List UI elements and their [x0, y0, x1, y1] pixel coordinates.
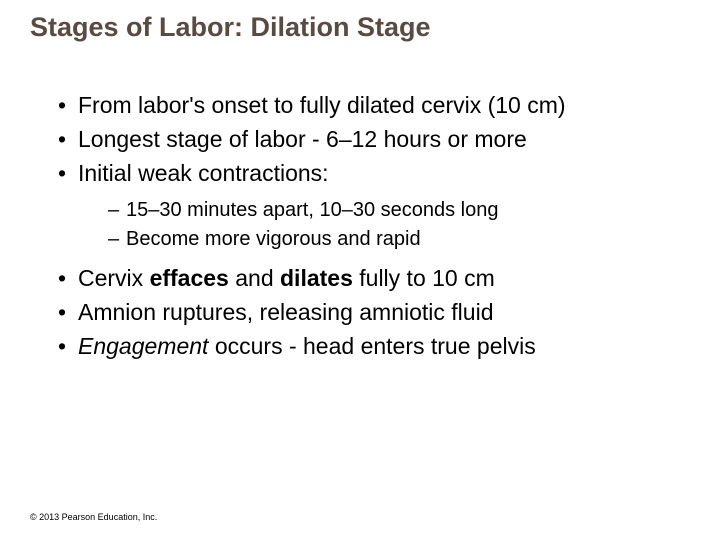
bullet-text-bold: effaces [150, 265, 229, 291]
bullet-item: Longest stage of labor - 6–12 hours or m… [58, 123, 690, 155]
bullet-text-part: Cervix [78, 265, 150, 291]
bullet-item: Engagement occurs - head enters true pel… [58, 330, 690, 362]
bullet-text-part: and [229, 265, 280, 291]
bullet-text-part: occurs - head enters true pelvis [208, 333, 535, 359]
slide-title: Stages of Labor: Dilation Stage [30, 12, 690, 43]
bullet-list-level1: From labor's onset to fully dilated cerv… [42, 89, 690, 362]
copyright-notice: © 2013 Pearson Education, Inc. [30, 512, 157, 522]
bullet-text-part: fully to 10 cm [353, 265, 495, 291]
bullet-item: Initial weak contractions: 15–30 minutes… [58, 157, 690, 253]
content-area: From labor's onset to fully dilated cerv… [30, 89, 690, 362]
bullet-item: From labor's onset to fully dilated cerv… [58, 89, 690, 121]
bullet-item: Cervix effaces and dilates fully to 10 c… [58, 262, 690, 294]
bullet-text: Initial weak contractions: [78, 160, 329, 186]
bullet-list-level2: 15–30 minutes apart, 10–30 seconds long … [78, 196, 690, 254]
bullet-item: Amnion ruptures, releasing amniotic flui… [58, 296, 690, 328]
sub-bullet-item: 15–30 minutes apart, 10–30 seconds long [108, 196, 690, 225]
bullet-text-italic: Engagement [78, 333, 208, 359]
bullet-text-bold: dilates [280, 265, 353, 291]
slide-container: Stages of Labor: Dilation Stage From lab… [0, 0, 720, 540]
sub-bullet-item: Become more vigorous and rapid [108, 225, 690, 254]
